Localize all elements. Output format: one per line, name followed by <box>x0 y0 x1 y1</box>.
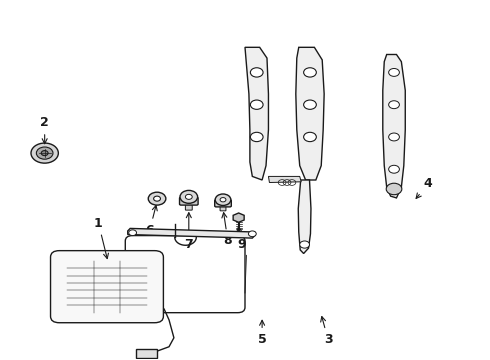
Circle shape <box>185 194 192 199</box>
Polygon shape <box>128 228 255 238</box>
Polygon shape <box>245 47 269 180</box>
Circle shape <box>304 132 317 141</box>
Circle shape <box>36 147 53 159</box>
Polygon shape <box>383 54 405 198</box>
Circle shape <box>220 198 226 202</box>
Circle shape <box>304 100 317 109</box>
FancyBboxPatch shape <box>136 349 157 358</box>
Polygon shape <box>269 176 301 183</box>
Circle shape <box>248 231 256 237</box>
Circle shape <box>180 190 197 203</box>
Circle shape <box>389 165 399 173</box>
Circle shape <box>389 101 399 109</box>
Circle shape <box>386 183 402 195</box>
Text: 3: 3 <box>320 316 332 346</box>
Polygon shape <box>296 47 324 180</box>
Circle shape <box>250 68 263 77</box>
Text: 2: 2 <box>40 116 49 144</box>
Circle shape <box>215 194 231 206</box>
Circle shape <box>389 133 399 141</box>
FancyBboxPatch shape <box>215 200 231 207</box>
Circle shape <box>148 192 166 205</box>
Circle shape <box>250 132 263 141</box>
Circle shape <box>129 230 137 235</box>
Text: 9: 9 <box>237 227 246 251</box>
Text: 8: 8 <box>222 213 232 247</box>
Circle shape <box>41 150 48 156</box>
FancyBboxPatch shape <box>185 203 192 210</box>
Circle shape <box>31 143 58 163</box>
FancyBboxPatch shape <box>220 205 226 211</box>
Text: 6: 6 <box>146 206 157 237</box>
FancyBboxPatch shape <box>50 251 163 323</box>
Circle shape <box>304 68 317 77</box>
Circle shape <box>389 68 399 76</box>
Circle shape <box>300 241 310 248</box>
FancyBboxPatch shape <box>179 197 198 205</box>
Circle shape <box>250 100 263 109</box>
Text: 7: 7 <box>184 213 193 251</box>
Text: 4: 4 <box>416 177 433 198</box>
Polygon shape <box>298 180 311 253</box>
Text: 1: 1 <box>94 216 108 258</box>
Text: 5: 5 <box>258 320 267 346</box>
Circle shape <box>154 196 160 201</box>
